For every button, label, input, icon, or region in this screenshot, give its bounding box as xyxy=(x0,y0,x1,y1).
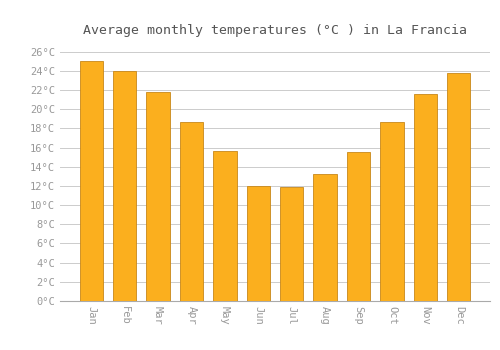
Bar xyxy=(347,152,370,301)
Bar xyxy=(80,61,103,301)
Bar xyxy=(314,174,337,301)
Bar xyxy=(414,94,437,301)
Bar xyxy=(280,187,303,301)
Bar xyxy=(213,151,236,301)
Bar xyxy=(380,121,404,301)
Bar xyxy=(146,92,170,301)
Bar xyxy=(246,186,270,301)
Bar xyxy=(447,73,470,301)
Bar xyxy=(113,71,136,301)
Title: Average monthly temperatures (°C ) in La Francia: Average monthly temperatures (°C ) in La… xyxy=(83,24,467,37)
Bar xyxy=(180,121,203,301)
